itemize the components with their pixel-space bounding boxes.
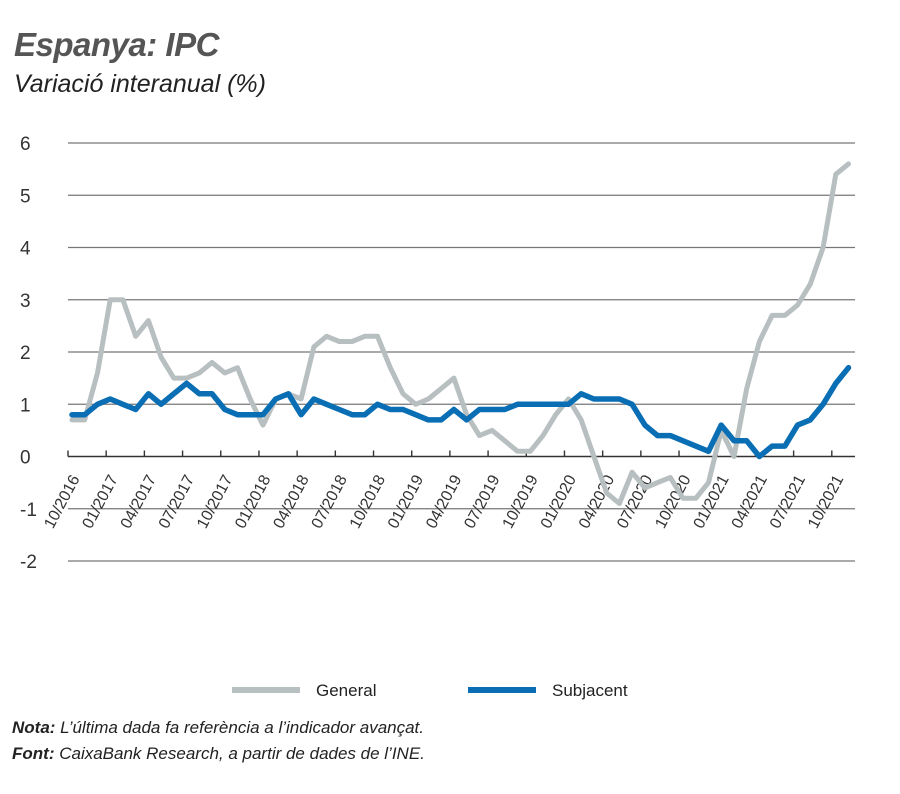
- y-tick-label: -2: [20, 552, 37, 573]
- x-tick-label: 04/2018: [271, 472, 313, 531]
- x-tick-label: 07/2018: [309, 472, 351, 531]
- x-tick-label: 04/2021: [729, 472, 771, 531]
- series-line-general: [69, 161, 851, 506]
- x-tick-label: 04/2020: [576, 472, 618, 531]
- source-text: CaixaBank Research, a partir de dades de…: [54, 744, 425, 763]
- x-tick-label: 07/2021: [767, 472, 809, 531]
- legend-label-subjacent: Subjacent: [552, 681, 628, 700]
- legend-label-general: General: [316, 681, 376, 700]
- source-line: Font: CaixaBank Research, a partir de da…: [12, 744, 425, 764]
- x-tick-label: 10/2019: [500, 472, 542, 531]
- y-tick-label: 6: [20, 134, 31, 155]
- y-tick-label: 0: [20, 448, 31, 469]
- x-tick-label: 04/2017: [118, 472, 160, 531]
- y-tick-label: 4: [20, 239, 31, 260]
- x-tick-label: 01/2021: [691, 472, 733, 531]
- x-tick-label: 10/2017: [194, 472, 236, 531]
- x-tick-label: 01/2017: [80, 472, 122, 531]
- x-tick-label: 10/2018: [347, 472, 389, 531]
- note-text: L’última dada fa referència a l’indicado…: [55, 718, 425, 737]
- y-tick-label: 1: [20, 395, 31, 416]
- x-tick-label: 01/2019: [385, 472, 427, 531]
- note-label: Nota:: [12, 718, 56, 737]
- series-line-subjacent: [69, 364, 852, 460]
- x-tick-label: 01/2020: [538, 472, 580, 531]
- x-tick-label: 10/2016: [41, 472, 83, 531]
- y-tick-label: 5: [20, 186, 31, 207]
- x-tick-label: 10/2021: [805, 472, 847, 531]
- x-tick-label: 07/2019: [461, 472, 503, 531]
- note-line: Nota: L’última dada fa referència a l’in…: [12, 718, 424, 738]
- source-label: Font:: [12, 744, 55, 763]
- chart-title: Espanya: IPC: [14, 26, 219, 63]
- y-tick-label: -1: [20, 500, 37, 521]
- y-tick-label: 3: [20, 291, 31, 312]
- x-tick-label: 04/2019: [423, 472, 465, 531]
- chart-subtitle: Variació interanual (%): [14, 70, 266, 98]
- x-tick-label: 01/2018: [232, 472, 274, 531]
- y-tick-label: 2: [20, 343, 31, 364]
- x-tick-label: 07/2017: [156, 472, 198, 531]
